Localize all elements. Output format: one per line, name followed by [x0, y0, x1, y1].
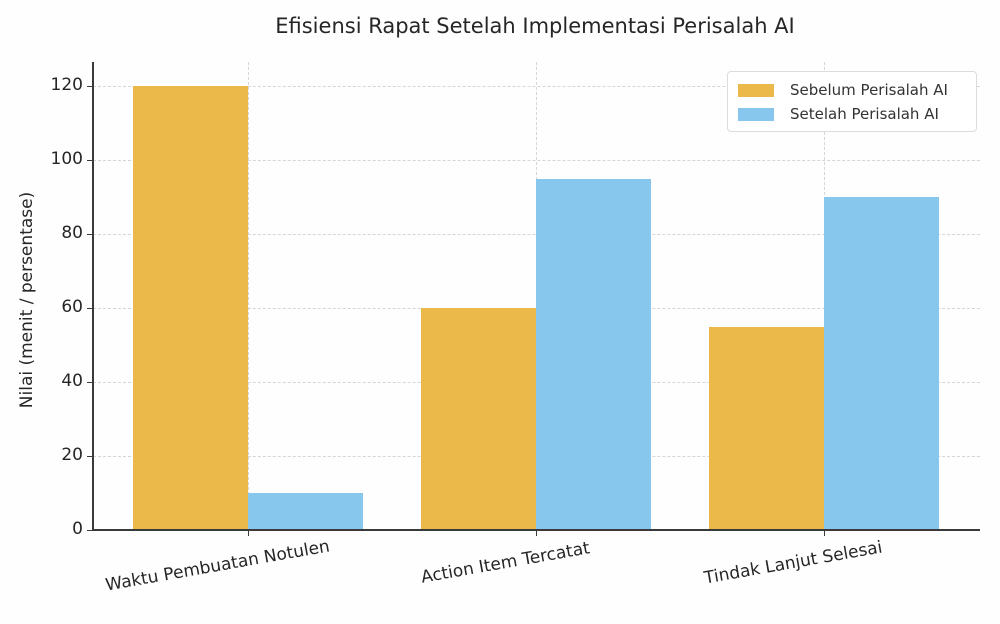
y-tick-label: 80 [61, 223, 83, 243]
y-tick-label: 60 [61, 297, 83, 317]
y-tick-mark [87, 530, 93, 531]
y-axis-line [92, 62, 94, 531]
legend-item-after: Setelah Perisalah AI [738, 104, 939, 124]
legend-swatch-after [738, 107, 774, 121]
bar-after [247, 493, 363, 530]
x-tick-label: Action Item Tercatat [419, 538, 592, 588]
chart-title: Efisiensi Rapat Setelah Implementasi Per… [275, 14, 795, 38]
x-tick-mark [248, 531, 249, 536]
x-tick-mark [824, 531, 825, 536]
y-tick-label: 40 [61, 371, 83, 391]
y-tick-label: 20 [61, 445, 83, 465]
legend-label-before: Sebelum Perisalah AI [790, 81, 948, 99]
y-tick-label: 100 [50, 149, 83, 169]
y-tick-mark [87, 160, 93, 161]
x-tick-label: Waktu Pembuatan Notulen [103, 536, 332, 596]
y-tick-mark [87, 382, 93, 383]
legend-label-after: Setelah Perisalah AI [790, 105, 939, 123]
x-tick-mark [536, 531, 537, 536]
bar-before [709, 326, 824, 530]
bar-after [824, 197, 939, 530]
y-axis-label: Nilai (menit / persentase) [17, 191, 37, 409]
y-tick-mark [87, 234, 93, 235]
y-tick-label: 120 [50, 75, 83, 95]
y-tick-mark [87, 86, 93, 87]
bar-after [536, 178, 651, 530]
bar-before [421, 308, 536, 530]
x-axis-line [92, 529, 980, 531]
x-tick-label: Tindak Lanjut Selesai [703, 537, 885, 589]
legend: Sebelum Perisalah AI Setelah Perisalah A… [727, 71, 977, 132]
y-tick-label: 0 [72, 519, 83, 539]
y-tick-mark [87, 456, 93, 457]
bar-before [132, 86, 248, 530]
grid-line-v [248, 62, 249, 530]
y-tick-mark [87, 308, 93, 309]
legend-item-before: Sebelum Perisalah AI [738, 80, 948, 100]
legend-swatch-before [738, 83, 774, 97]
